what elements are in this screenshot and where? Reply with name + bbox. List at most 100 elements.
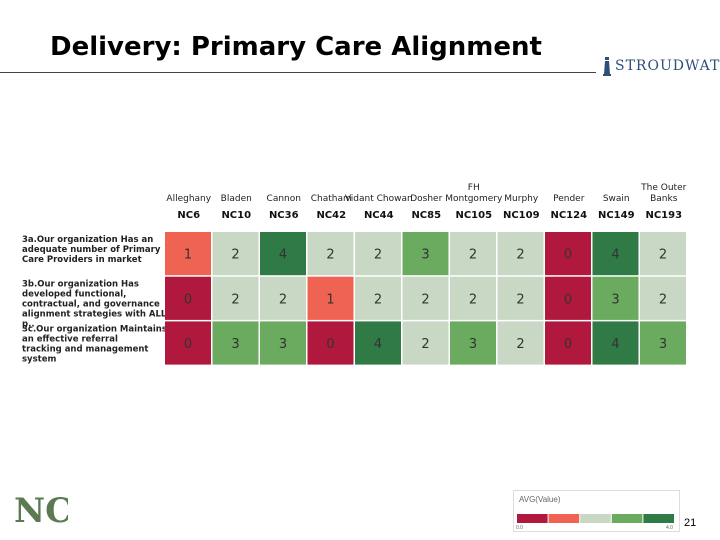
column-name: Pender [553,194,585,204]
heatmap-cell [450,232,496,276]
column-code: NC44 [364,210,394,221]
heatmap-chart: NC6 NC10 NC36 NC42 NC44 NC85 NC105 NC109 NC124 NC… [22,210,686,365]
heatmap-cell [497,276,544,320]
column-name: Alleghany [166,194,212,204]
heatmap-cell [592,321,639,365]
legend-box [513,490,680,532]
cell-value: 2 [374,292,382,307]
column-code: NC36 [269,210,299,221]
heatmap-cell [165,232,211,276]
heatmap-cell [307,232,354,276]
page-title: Delivery: Primary Care Alignment [50,32,542,62]
cell-value: 3 [421,248,429,263]
cell-value: 2 [469,292,477,307]
heatmap-cell [355,276,401,320]
cell-value: 4 [611,248,619,263]
cell-value: 2 [516,248,524,263]
heatmap-cell [640,321,686,365]
cell-value: 0 [184,337,192,352]
cell-value: 0 [326,337,334,352]
cell-value: 4 [611,337,619,352]
legend-swatch [580,514,611,523]
cell-value: 2 [516,292,524,307]
cell-value: 2 [326,248,334,263]
legend-swatch [643,514,674,523]
column-names: Alleghany Bladen Cannon Chatham Vidant Chowa… [0,0,720,220]
column-code: NC42 [316,210,346,221]
cell-value: 2 [421,292,429,307]
cell-value: 1 [184,248,192,263]
legend-max-label: 4.0 [666,525,673,531]
heatmap-cell [212,321,259,365]
row-label: 3a.Our organization Has an adequate numbe… [22,235,161,265]
cell-value: 2 [231,292,239,307]
legend-swatch [548,514,580,523]
column-name: Cannon [266,194,301,204]
cell-value: 3 [659,337,667,352]
cell-value: 0 [564,292,572,307]
heatmap-cell [307,276,354,320]
column-code: NC193 [645,210,682,221]
heatmap-cell [402,321,449,365]
heatmap-cell [402,232,449,276]
nc-logo-text: NC [14,491,68,526]
cell-value: 2 [374,248,382,263]
heatmap-cell [640,232,686,276]
cell-value: 0 [564,248,572,263]
column-code: NC105 [455,210,492,221]
lighthouse-icon [603,57,611,76]
cell-value: 2 [469,248,477,263]
heatmap-cell [355,232,401,276]
legend-swatch [611,514,643,523]
cell-value: 3 [279,337,287,352]
legend-color-bar [517,514,674,523]
title-underline [0,72,596,73]
column-name: Swain [602,194,630,204]
legend-title: AVG(Value) [519,495,561,504]
cell-value: 2 [231,248,239,263]
heatmap-cell [592,276,639,320]
heatmap-cell [450,321,496,365]
heatmap-cell [307,321,354,365]
heatmap-cell [545,321,591,365]
heatmap-cell [640,276,686,320]
brand-logo: STROUDWATER [602,56,720,76]
cell-value: 2 [279,292,287,307]
brand-name: STROUDWATER [615,58,720,74]
column-code: NC109 [503,210,540,221]
heatmap-cell [545,232,591,276]
cell-value: 4 [279,248,287,263]
column-name: Dosher [410,194,443,204]
heatmap-cell [212,232,259,276]
heatmap-cell [497,321,544,365]
column-code: NC85 [411,210,441,221]
nc-logo: NC [14,491,68,526]
cell-value: 2 [516,337,524,352]
column-code: NC149 [598,210,635,221]
heatmap-cell [402,276,449,320]
heatmap-cell [165,321,211,365]
page-number: 21 [684,517,697,529]
heatmap-cell [450,276,496,320]
heatmap-cell [355,321,401,365]
heatmap-cell [165,276,211,320]
legend-swatch [517,514,548,523]
cell-value: 2 [421,337,429,352]
heatmap-cell [545,276,591,320]
legend-min-label: 0.0 [516,525,523,531]
cell-value: 2 [659,292,667,307]
column-name: Murphy [504,194,539,204]
column-name: Bladen [220,194,252,204]
row-label: 3b.Our organization Has developed functio… [22,280,167,330]
cell-value: 1 [326,292,334,307]
cell-value: 0 [184,292,192,307]
column-name: Chatham [310,194,352,204]
heatmap-cell [212,276,259,320]
heatmap-cell [497,232,544,276]
column-code: NC10 [221,210,251,221]
cell-value: 3 [611,292,619,307]
cell-value: 3 [231,337,239,352]
heatmap-cell [260,232,306,276]
row-label: 3c.Our organization Maintains an effectiv… [22,324,167,364]
cell-value: 2 [659,248,667,263]
